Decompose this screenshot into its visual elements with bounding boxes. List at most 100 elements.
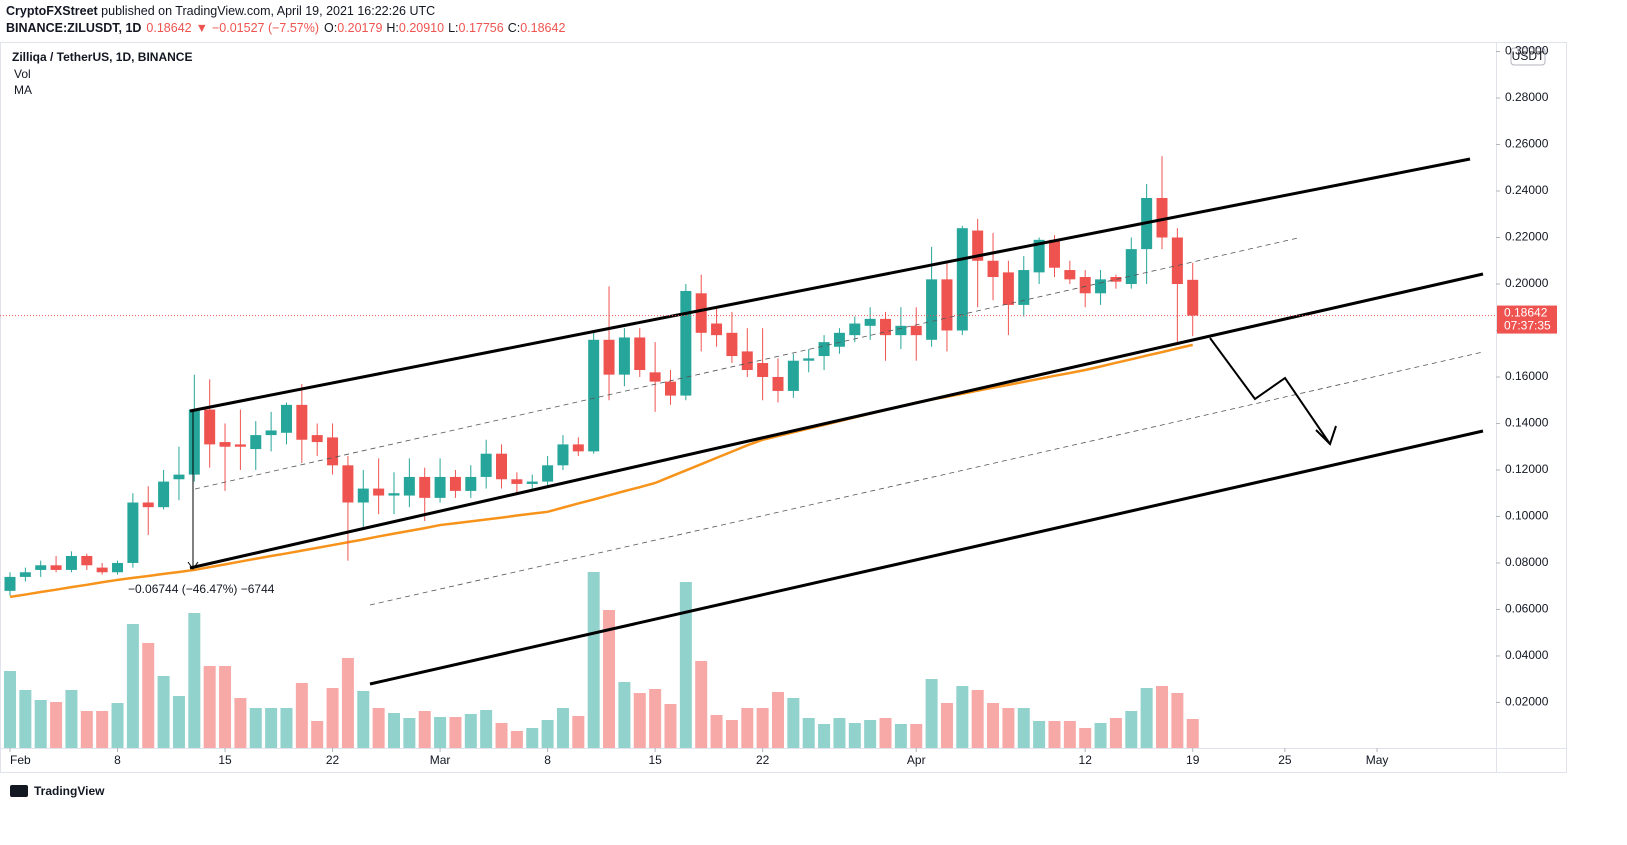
volume-bar	[357, 691, 370, 748]
candle-body	[987, 260, 999, 278]
volume-bar	[679, 582, 692, 748]
volume-bar	[126, 624, 139, 748]
candle-body	[50, 565, 62, 570]
candle-body	[1095, 279, 1107, 294]
volume-bar	[864, 720, 877, 748]
candle-body	[1125, 249, 1137, 284]
candle-body	[895, 325, 907, 336]
y-tick-label: 0.06000	[1505, 602, 1549, 616]
volume-bar	[802, 718, 815, 748]
candle-body	[1064, 270, 1076, 280]
volume-bar	[556, 708, 569, 748]
volume-bar	[388, 713, 400, 748]
y-tick-label: 0.26000	[1505, 137, 1549, 151]
candle-body	[280, 404, 292, 433]
volume-bar	[219, 666, 232, 748]
candle-body	[357, 488, 369, 503]
candle-body	[173, 474, 185, 480]
volume-bar	[1140, 688, 1153, 748]
x-tick-label: Apr	[907, 753, 926, 767]
y-tick-label: 0.16000	[1505, 369, 1549, 383]
volume-bar	[265, 708, 278, 748]
author: CryptoFXStreet	[6, 4, 99, 18]
volume-bar	[526, 728, 539, 748]
y-tick-label: 0.14000	[1505, 416, 1549, 430]
volume-bar	[1017, 708, 1030, 748]
volume-bar	[940, 703, 953, 748]
candle-body	[910, 325, 922, 336]
volume-bar	[434, 717, 447, 748]
currency-badge[interactable]	[1510, 47, 1546, 66]
candle-body	[772, 376, 784, 391]
volume-bar	[818, 724, 831, 748]
candle-body	[311, 435, 323, 443]
o: 0.20179	[337, 21, 382, 35]
candle-body	[1079, 277, 1091, 294]
o-label: O:	[324, 21, 337, 35]
x-tick-label: 19	[1186, 753, 1200, 767]
volume-bar	[971, 690, 984, 748]
candle-body	[941, 279, 953, 331]
candle-body	[726, 332, 738, 357]
volume-bar	[1033, 721, 1046, 748]
published: published on TradingView.com, April 19, …	[98, 4, 435, 18]
y-tick-label: 0.04000	[1505, 648, 1549, 662]
candle-body	[926, 279, 938, 340]
candle-body	[1171, 237, 1183, 284]
candle-body	[526, 481, 538, 484]
brand: TradingView	[34, 784, 105, 798]
candle-body	[81, 555, 93, 566]
legend-vol: Vol	[14, 67, 31, 81]
volume-bar	[756, 708, 769, 748]
candle-body	[849, 323, 861, 336]
volume-bar	[111, 703, 124, 748]
volume-bar	[50, 702, 63, 748]
candle-body	[1187, 279, 1199, 316]
measure-label: −0.06744 (−46.47%) −6744	[128, 582, 275, 596]
candle-body	[158, 481, 170, 508]
volume-bar	[495, 723, 508, 748]
y-tick-label: 0.08000	[1505, 555, 1549, 569]
volume-bar	[987, 703, 1000, 748]
candle-body	[618, 337, 630, 375]
candle-body	[1018, 270, 1030, 305]
candle-body	[680, 290, 692, 396]
candle-body	[127, 502, 139, 563]
volume-bar	[848, 723, 861, 748]
candle-body	[465, 476, 477, 491]
volume-bar	[1109, 718, 1122, 748]
volume-bar	[34, 700, 47, 748]
volume-bar	[234, 698, 247, 748]
volume-bar	[741, 708, 754, 748]
candle-body	[142, 502, 154, 508]
candle-body	[833, 332, 845, 347]
candle-body	[204, 409, 216, 445]
candle-body	[972, 230, 984, 261]
c-label: C:	[508, 21, 521, 35]
channel-2-mid	[369, 351, 1484, 606]
candle-body	[219, 442, 231, 447]
h: 0.20910	[399, 21, 444, 35]
candle-body	[741, 351, 753, 371]
header-line-2: BINANCE:ZILUSDT, 1D 0.18642 ▼ −0.01527 (−7.…	[6, 21, 565, 35]
header-line-1: CryptoFXStreet published on TradingView.…	[6, 4, 435, 18]
candle-body	[757, 363, 769, 377]
countdown: 07:37:35	[1504, 319, 1551, 333]
volume-bar	[1094, 723, 1107, 748]
change: −0.01527 (−7.57%)	[212, 21, 319, 35]
volume-bar	[772, 692, 784, 748]
ma-line	[9, 343, 1193, 599]
x-tick-label: 15	[648, 753, 662, 767]
symbol: BINANCE:ZILUSDT, 1D	[6, 21, 141, 35]
y-tick-label: 0.20000	[1505, 276, 1549, 290]
l-label: L:	[448, 21, 458, 35]
legend-title: Zilliqa / TetherUS, 1D, BINANCE	[12, 50, 192, 64]
volume-bar	[587, 572, 600, 748]
x-tick-label: 22	[326, 753, 340, 767]
l: 0.17756	[459, 21, 504, 35]
currency: USDT	[1512, 49, 1545, 63]
volume-bar	[341, 658, 354, 748]
candle-body	[96, 567, 108, 573]
y-tick-label: 0.22000	[1505, 230, 1549, 244]
